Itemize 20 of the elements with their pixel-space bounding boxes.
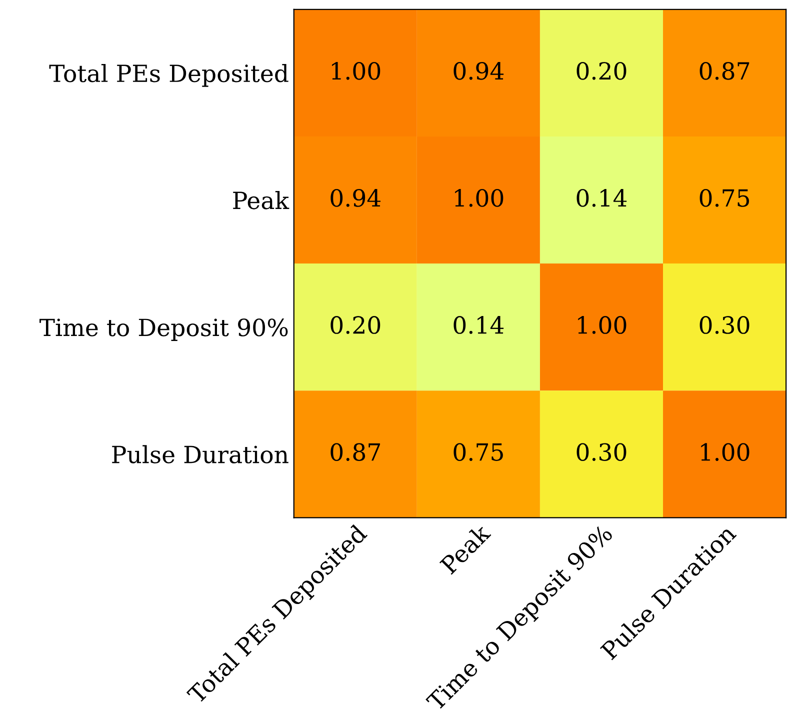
y-tick-label: Time to Deposit 90% xyxy=(40,318,288,341)
data-label: 0.75 xyxy=(700,189,749,207)
data-label: 1.00 xyxy=(578,316,626,334)
data-label: 0.30 xyxy=(700,316,750,334)
data-label: 0.87 xyxy=(700,62,750,80)
data-label: 1.00 xyxy=(701,443,750,461)
data-label: 0.14 xyxy=(454,316,504,334)
data-label: 0.30 xyxy=(576,443,626,461)
data-label: 0.14 xyxy=(576,189,627,207)
y-tick-label: Pulse Duration xyxy=(112,445,288,464)
data-label: 0.94 xyxy=(330,189,380,207)
y-tick-label: Peak xyxy=(233,191,290,210)
data-label: 1.00 xyxy=(332,62,380,80)
data-label: 0.20 xyxy=(330,316,380,334)
y-tick-label: Total PEs Deposited xyxy=(49,64,288,87)
data-label: 0.94 xyxy=(454,62,504,80)
data-label: 1.00 xyxy=(455,189,504,207)
data-label: 0.20 xyxy=(576,62,626,80)
data-label: 0.75 xyxy=(454,443,503,461)
data-label: 0.87 xyxy=(330,443,380,461)
